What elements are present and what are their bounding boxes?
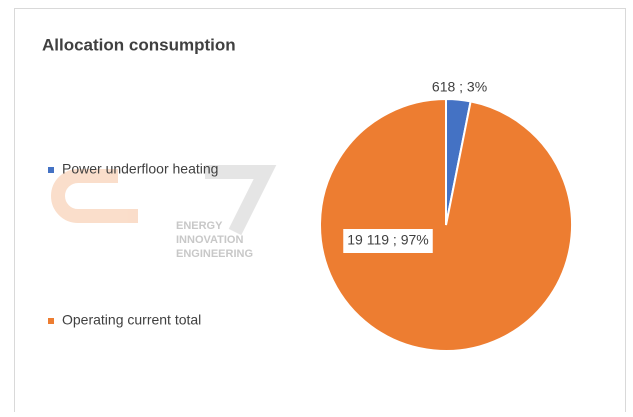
legend-swatch <box>48 167 54 173</box>
logo-e <box>51 169 138 223</box>
pie-slice <box>319 97 573 352</box>
watermark-text: ENGINEERING <box>176 248 253 260</box>
legend-swatch <box>48 318 54 324</box>
data-label: 618 ; 3% <box>432 78 487 94</box>
watermark-logo <box>51 165 277 236</box>
legend-label: Operating current total <box>62 312 201 328</box>
logo-7 <box>205 165 277 236</box>
watermark-text: INNOVATION <box>176 234 243 246</box>
watermark-text: ENERGY <box>176 220 223 232</box>
data-label-box <box>343 229 433 253</box>
data-label: 19 119 ; 97% <box>347 232 428 248</box>
legend-label: Power underfloor heating <box>62 161 218 177</box>
chart-title: Allocation consumption <box>42 35 236 54</box>
